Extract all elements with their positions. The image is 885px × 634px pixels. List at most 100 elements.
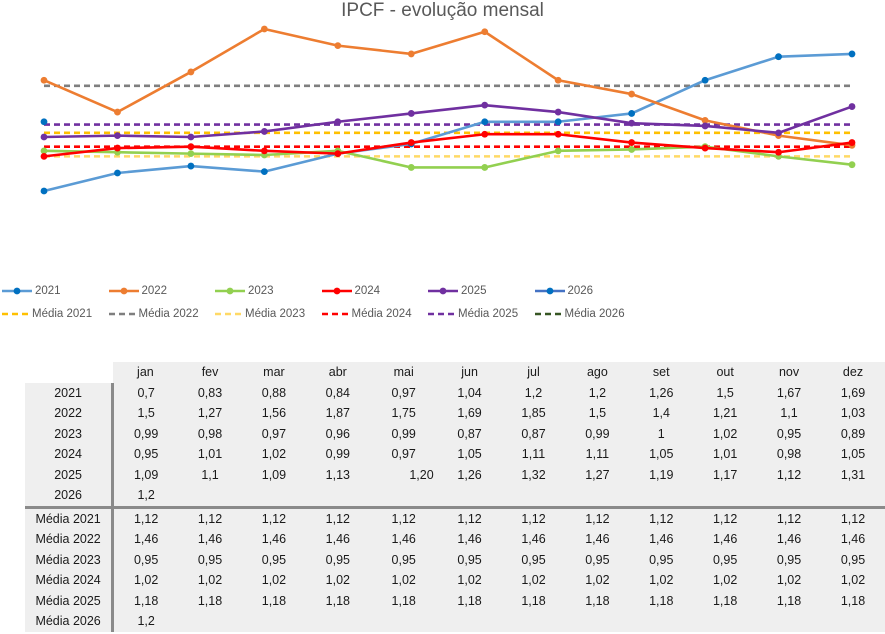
data-table: jan fev mar abr mai jun jul ago set out nov dez 202… [25,362,885,632]
data-point-2025-mai [334,118,342,126]
legend-label: Média 2021 [32,308,93,320]
table-cell [437,485,502,507]
table-cell: 1,05 [821,444,885,465]
data-point-2024-jan [40,152,48,160]
table-cell: 1,5 [693,382,758,403]
table-cell: 1,12 [305,505,370,529]
row-header: Média 2025 [25,590,115,611]
table-cell: 1,12 [241,505,306,529]
data-point-2021-jul [481,118,489,126]
legend-item-2022: 2022 [108,285,167,297]
table-cell: 1 [629,423,694,444]
table-cell: 0,97 [369,444,438,465]
table-cell: 0,95 [821,549,885,570]
table-cell: 0,95 [369,549,438,570]
data-point-2024-jul [481,130,489,138]
legend-item-2025: 2025 [428,285,487,297]
table-cell: 0,84 [305,382,370,403]
data-point-2022-jun [407,50,415,58]
table-row: 2022 1,5 1,27 1,56 1,87 1,75 1,69 1,85 1,5 1,4 1,2… [25,403,885,424]
legend-label: Média 2022 [138,308,199,320]
data-point-2024-ago [554,130,562,138]
table-cell: 0,87 [437,423,502,444]
table-cell: 1,02 [693,423,758,444]
table-cell: 1,12 [178,505,242,529]
data-point-2026-jan [40,118,48,126]
table-row: 2023 0,99 0,98 0,97 0,96 0,99 0,87 0,87 0,99 1 1,0… [25,423,885,444]
legend-item-media-2021: Média 2021 [2,308,92,320]
table-cell: 0,95 [241,549,306,570]
table-cell: 1,12 [437,505,502,529]
column-header-abr: abr [305,362,370,383]
table-cell: 0,95 [629,549,694,570]
data-point-2021-set [628,110,636,117]
table-cell: 1,21 [693,403,758,424]
table-cell: 1,2 [501,382,566,403]
data-point-2022-mar [187,68,195,76]
table-cell [821,485,885,507]
table-cell: 1,26 [629,382,694,403]
table-cell: 1,02 [241,444,306,465]
table-cell: 0,98 [178,423,242,444]
table-cell: 1,5 [565,403,630,424]
table-cell: 1,02 [565,570,630,591]
table-cell [369,485,438,507]
series-line-2021 [43,52,853,193]
legend-item-media-2024: Média 2024 [321,308,412,320]
data-point-2024-out [701,144,709,152]
legend-item-media-2026: Média 2026 [534,308,625,320]
table-cell [565,611,630,632]
table-cell: 1,02 [501,570,566,591]
table-row: Média 2021 1,12 1,12 1,12 1,12 1,12 1,12 1,12 1,… [25,505,885,529]
data-point-2024-jun [407,139,415,146]
table-cell [241,485,306,507]
table-cell: 0,95 [693,549,758,570]
data-point-2024-dez [848,139,856,146]
table-cell: 1,04 [437,382,502,403]
column-header-fev: fev [178,362,242,383]
data-point-2023-jan [40,147,48,155]
table-cell: 1,12 [821,505,885,529]
table-row: 2025 1,09 1,1 1,09 1,13 1,20 1,26 1,32 1,27 1,19 1… [25,464,885,485]
series-line-2022 [43,27,853,147]
table-cell: 1,2 [112,611,179,632]
table-cell: 1,19 [629,464,694,485]
table-cell: 1,85 [501,403,566,424]
line-chart [40,25,856,195]
table-cell: 1,87 [305,403,370,424]
table-cell: 0,99 [565,423,630,444]
data-point-2021-abr [260,168,268,176]
data-point-2022-mai [334,42,342,50]
table-cell: 1,12 [757,505,821,529]
table-cell: 1,46 [437,529,502,550]
table-cell [757,485,821,507]
data-point-2023-dez [848,161,856,169]
legend-line-marker-icon [321,287,352,295]
table-cell: 1,5 [112,403,179,424]
legend-dashed-line-icon [321,312,349,316]
table-row: 2026 1,2 [25,485,885,507]
table-cell: 1,69 [437,403,502,424]
table-cell: 1,02 [693,570,758,591]
table-cell: 1,18 [305,590,370,611]
data-point-2025-out [701,122,709,130]
table-row: Média 2024 1,02 1,02 1,02 1,02 1,02 1,02 1,02 1,… [25,570,885,591]
table-cell [821,611,885,632]
legend-item-2023: 2023 [215,285,274,297]
table-cell: 1,46 [693,529,758,550]
table-cell: 1,46 [112,529,179,550]
table-cell: 1,27 [178,403,242,424]
table-cell: 1,01 [178,444,242,465]
table-row: Média 2023 0,95 0,95 0,95 0,95 0,95 0,95 0,95 0,… [25,549,885,570]
table-cell: 1,2 [112,485,179,507]
data-point-2023-jul [481,164,489,171]
series-line-2024 [43,132,853,158]
table-cell: 1,46 [305,529,370,550]
column-header-jul: jul [501,362,566,383]
data-point-2023-ago [554,147,562,155]
legend-label: 2023 [248,285,274,297]
table-cell: 1,1 [757,403,821,424]
legend-label: 2024 [354,285,381,297]
data-point-2022-set [628,90,636,98]
table-cell [693,611,758,632]
